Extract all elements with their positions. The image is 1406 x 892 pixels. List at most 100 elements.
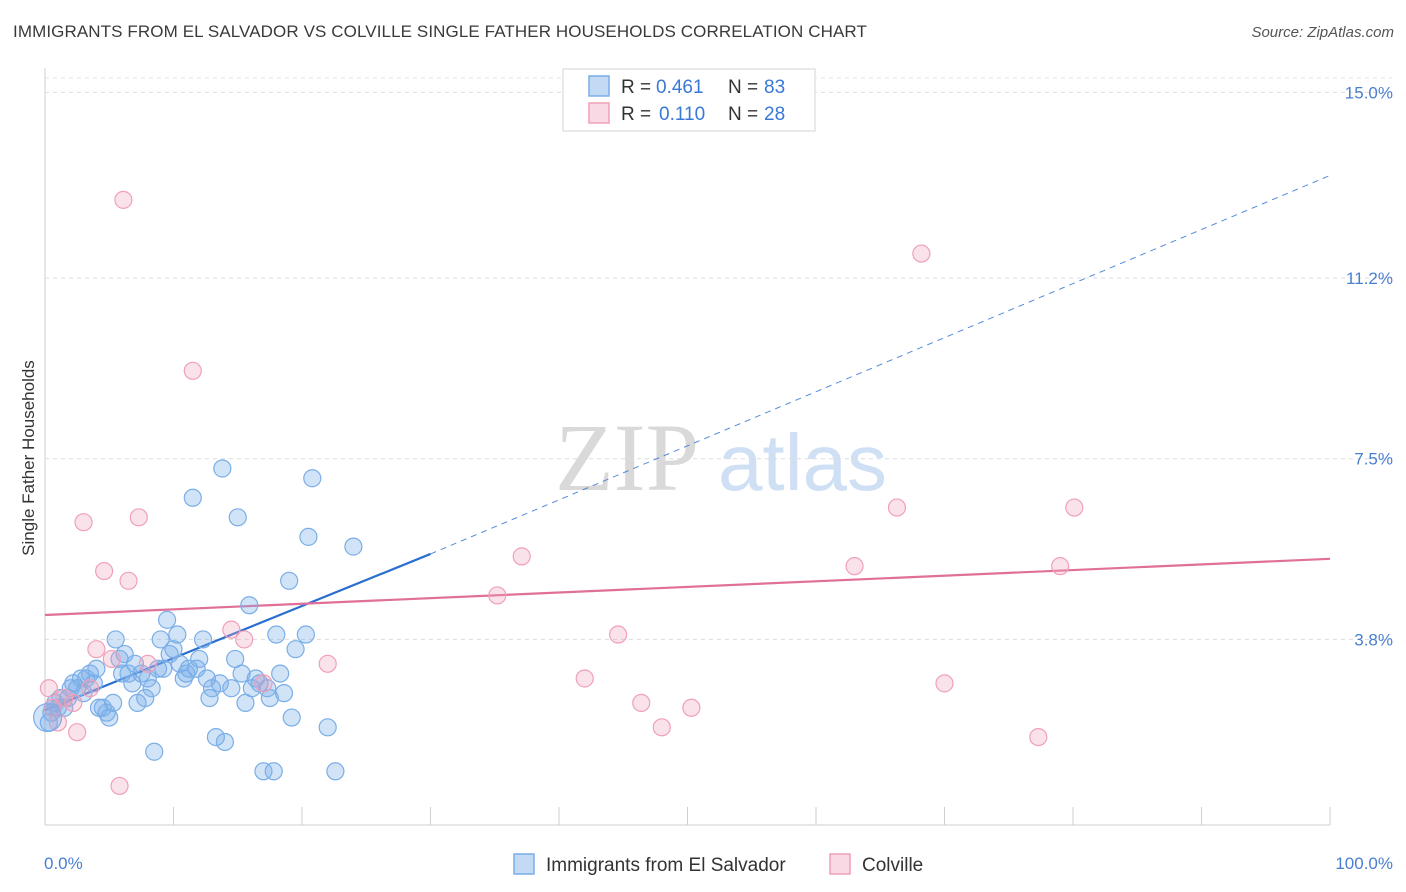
point-s0-57 bbox=[222, 679, 241, 698]
point-s1-6 bbox=[74, 513, 93, 532]
point-s1-21 bbox=[488, 586, 507, 605]
axes bbox=[44, 68, 1331, 826]
point-s1-19 bbox=[254, 674, 273, 693]
grid-lines bbox=[45, 77, 1392, 640]
top-legend: R = 0.461 N = 83 R = 0.110 N = 28 bbox=[562, 68, 816, 132]
point-s0-78 bbox=[303, 469, 322, 488]
bottom-legend: Immigrants from El Salvador Colville bbox=[513, 853, 923, 876]
point-s1-10 bbox=[102, 649, 121, 669]
y-tick-label-1: 7.5% bbox=[1354, 450, 1393, 469]
x-tick-label-min: 0.0% bbox=[44, 854, 83, 873]
legend-n-value-2: 28 bbox=[764, 104, 785, 125]
point-s1-0 bbox=[39, 679, 58, 698]
point-s0-72 bbox=[274, 684, 294, 703]
y-tick-label-2: 11.2% bbox=[1346, 269, 1393, 288]
tick-labels: 3.8% 7.5% 11.2% 15.0% 0.0% 100.0% bbox=[44, 83, 1393, 873]
trend-line-colville bbox=[44, 557, 1331, 617]
point-s0-22 bbox=[106, 630, 125, 649]
bottom-legend-label-el-salvador: Immigrants from El Salvador bbox=[546, 855, 786, 876]
point-s0-33 bbox=[142, 679, 161, 698]
point-s1-29 bbox=[887, 498, 907, 517]
legend-r-value-1: 0.461 bbox=[656, 77, 704, 98]
x-tick-label-max: 100.0% bbox=[1335, 854, 1393, 873]
point-s0-59 bbox=[228, 508, 247, 527]
point-s0-73 bbox=[280, 571, 299, 590]
point-s0-21 bbox=[104, 693, 123, 713]
point-s1-11 bbox=[110, 776, 129, 796]
point-s0-42 bbox=[170, 654, 190, 673]
point-s0-77 bbox=[299, 527, 318, 546]
bottom-legend-swatch-colville bbox=[829, 853, 851, 875]
chart-source: Source: ZipAtlas.com bbox=[1251, 24, 1394, 41]
point-s0-20 bbox=[100, 708, 119, 727]
y-tick-label-0: 3.8% bbox=[1354, 630, 1393, 649]
point-s1-12 bbox=[114, 190, 133, 209]
trend-lines bbox=[44, 174, 1331, 712]
point-s1-26 bbox=[652, 718, 671, 737]
point-s0-31 bbox=[136, 688, 155, 708]
point-s1-9 bbox=[95, 561, 114, 581]
point-s0-70 bbox=[267, 625, 286, 644]
point-s1-18 bbox=[235, 630, 254, 649]
point-s0-46 bbox=[183, 488, 202, 507]
point-s0-34 bbox=[145, 742, 164, 761]
point-s0-16 bbox=[87, 659, 106, 678]
point-s0-49 bbox=[193, 630, 213, 649]
point-s0-38 bbox=[157, 610, 177, 629]
point-s0-60 bbox=[232, 664, 251, 683]
point-s0-75 bbox=[286, 640, 305, 659]
legend-swatch-el-salvador bbox=[588, 75, 610, 97]
legend-n-value-1: 83 bbox=[764, 77, 785, 98]
bottom-legend-label-colville: Colville bbox=[862, 855, 923, 876]
point-s1-30 bbox=[912, 244, 931, 263]
point-s1-7 bbox=[80, 679, 100, 698]
legend-box bbox=[562, 68, 816, 132]
point-s0-26 bbox=[119, 664, 138, 683]
point-s1-31 bbox=[935, 674, 954, 693]
y-tick-label-3: 15.0% bbox=[1345, 83, 1393, 102]
point-s1-20 bbox=[318, 654, 337, 673]
point-s0-74 bbox=[282, 708, 301, 727]
legend-r-value-2: 0.110 bbox=[659, 104, 705, 125]
legend-r-label-1: R = bbox=[621, 77, 651, 98]
point-s0-large bbox=[32, 702, 63, 733]
point-s0-36 bbox=[151, 630, 170, 649]
point-s0-41 bbox=[168, 625, 187, 644]
bottom-legend-swatch-el-salvador bbox=[513, 853, 535, 875]
legend-n-label-1: N = bbox=[728, 77, 758, 98]
point-s1-17 bbox=[222, 620, 241, 639]
point-s0-28 bbox=[125, 654, 145, 673]
point-s1-16 bbox=[183, 361, 202, 380]
legend-r-label-2: R = bbox=[621, 104, 651, 125]
point-s1-24 bbox=[609, 625, 628, 644]
point-s1-15 bbox=[138, 654, 157, 673]
data-points bbox=[32, 190, 1084, 796]
point-s1-4 bbox=[64, 693, 83, 713]
point-s1-5 bbox=[68, 723, 87, 742]
point-s0-80 bbox=[326, 762, 345, 781]
point-s0-44 bbox=[177, 664, 196, 683]
point-s1-13 bbox=[119, 571, 138, 590]
point-s0-48 bbox=[190, 649, 209, 669]
point-s1-28 bbox=[845, 557, 864, 576]
point-s0-79 bbox=[318, 718, 337, 737]
point-s0-62 bbox=[240, 596, 259, 615]
point-s0-66 bbox=[254, 762, 273, 781]
point-s0-76 bbox=[296, 625, 315, 644]
point-s0-71 bbox=[271, 664, 290, 683]
point-s1-22 bbox=[512, 547, 531, 566]
point-s0-54 bbox=[210, 674, 229, 693]
point-s1-32 bbox=[1029, 727, 1048, 747]
point-s1-25 bbox=[632, 693, 651, 713]
point-s0-43 bbox=[174, 669, 193, 688]
point-s1-14 bbox=[129, 508, 148, 527]
point-s1-33 bbox=[1051, 557, 1070, 576]
watermark-zip: ZIP bbox=[555, 404, 699, 511]
legend-n-label-2: N = bbox=[728, 104, 758, 125]
point-s1-3 bbox=[55, 688, 74, 708]
point-s1-23 bbox=[575, 669, 594, 688]
legend-swatch-colville bbox=[588, 102, 610, 124]
point-s0-53 bbox=[206, 727, 226, 747]
chart-title: IMMIGRANTS FROM EL SALVADOR VS COLVILLE … bbox=[13, 22, 867, 41]
